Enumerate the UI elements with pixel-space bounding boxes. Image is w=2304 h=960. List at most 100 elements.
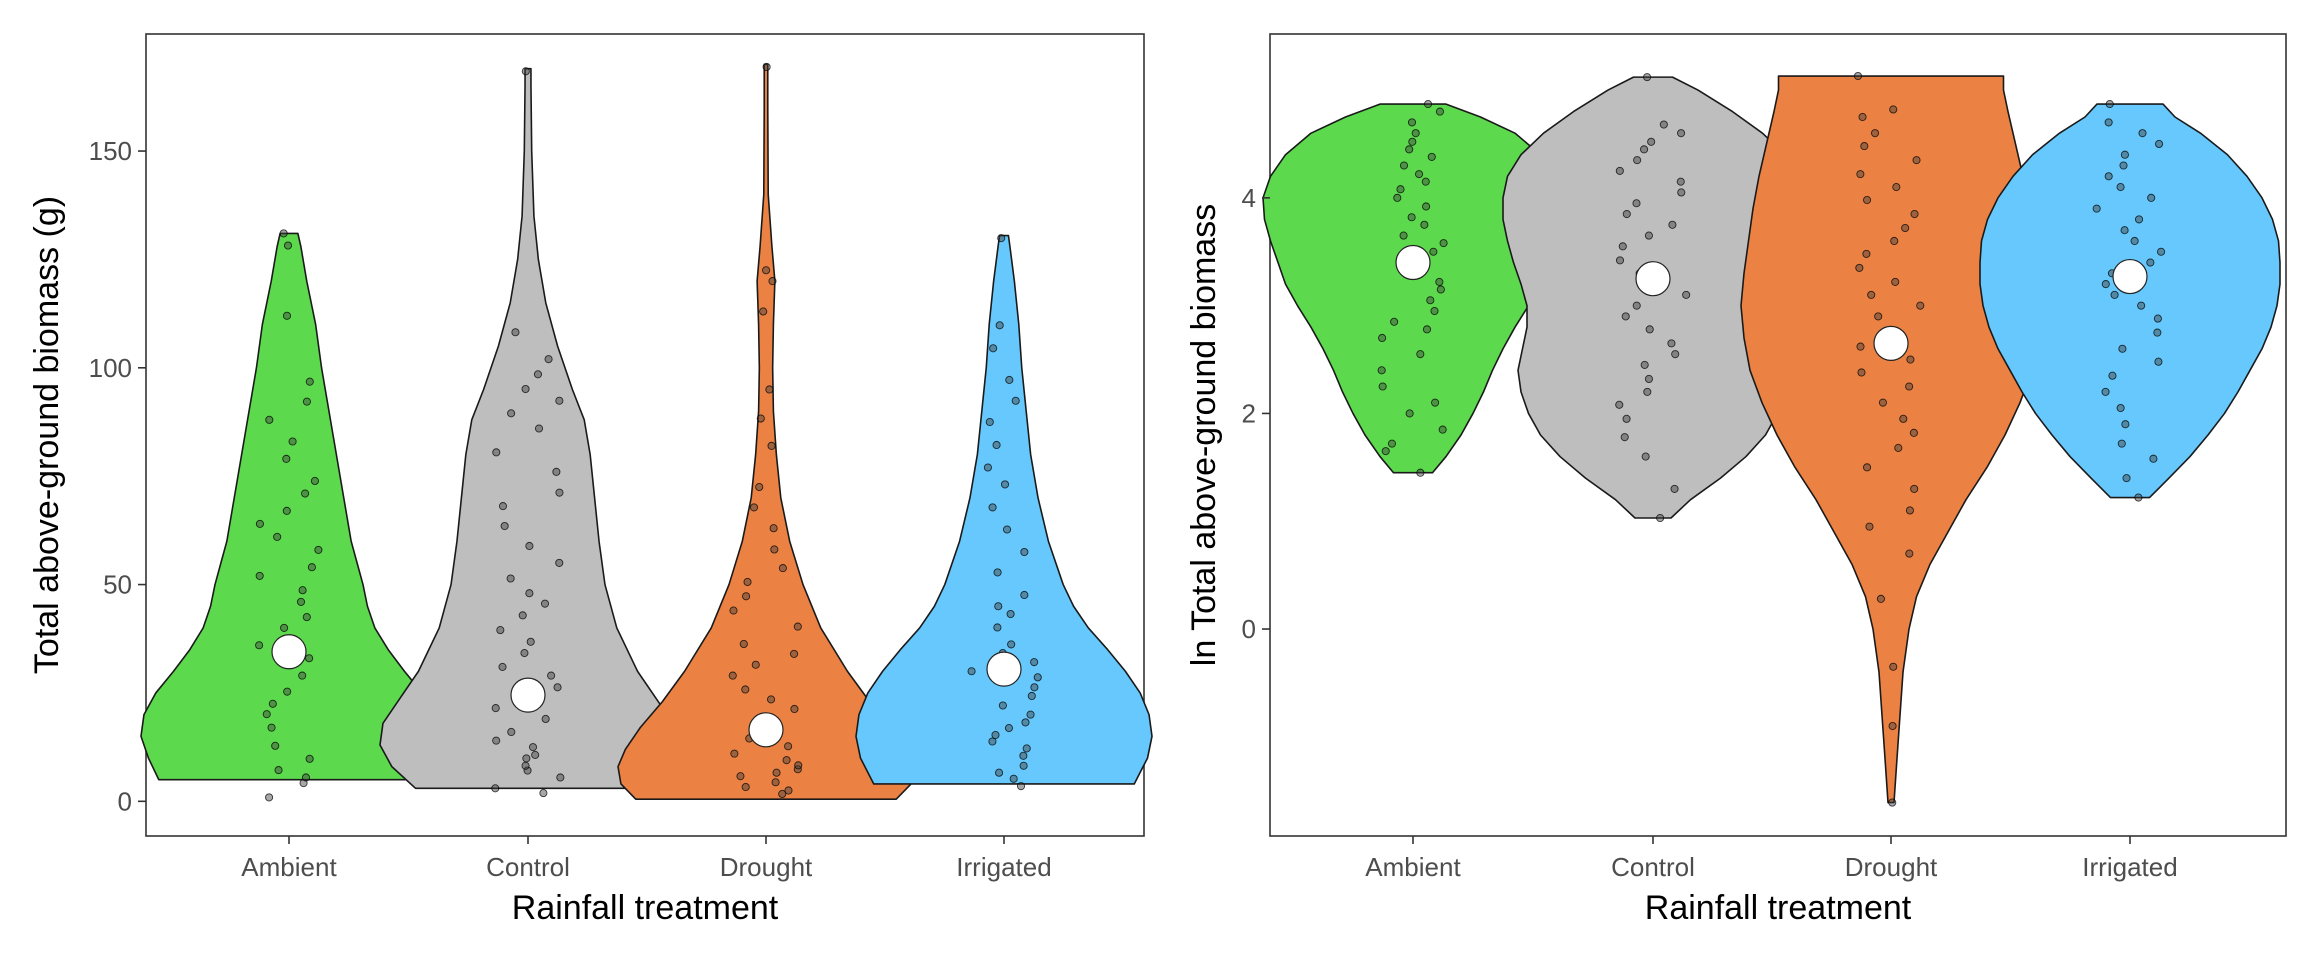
left-point-drought-4 <box>736 772 745 781</box>
right-point-control-12 <box>1621 312 1630 321</box>
right-point-ambient-18 <box>1429 247 1438 256</box>
left-point-drought-26 <box>770 545 779 554</box>
left-point-ambient-18 <box>307 563 316 572</box>
right-x-axis-title: Rainfall treatment <box>1645 889 1912 927</box>
left-point-control-21 <box>525 589 534 598</box>
left-point-drought-3 <box>771 778 780 787</box>
right-point-drought-29 <box>1856 170 1865 179</box>
right-point-control-6 <box>1643 387 1652 396</box>
left-point-ambient-32 <box>279 229 288 238</box>
right-point-irrigated-14 <box>2101 280 2110 289</box>
left-point-irrigated-26 <box>988 503 997 512</box>
right-point-drought-21 <box>1891 277 1900 286</box>
right-point-control-18 <box>1618 242 1627 251</box>
right-point-control-19 <box>1644 231 1653 240</box>
right-point-control-2 <box>1641 452 1650 461</box>
left-point-irrigated-33 <box>989 344 998 353</box>
right-point-irrigated-5 <box>2116 403 2125 413</box>
left-point-irrigated-8 <box>1004 724 1014 733</box>
left-point-ambient-30 <box>282 311 292 320</box>
right-point-ambient-27 <box>1415 170 1424 179</box>
right-point-drought-4 <box>1905 549 1914 558</box>
right-point-irrigated-22 <box>2147 193 2156 202</box>
right-point-drought-27 <box>1863 195 1872 205</box>
right-x-tick-label-drought: Drought <box>1845 852 1938 882</box>
left-point-ambient-9 <box>283 687 292 696</box>
right-point-irrigated-29 <box>2104 118 2113 127</box>
left-point-drought-17 <box>728 671 737 680</box>
right-point-control-28 <box>1647 137 1656 146</box>
left-violin-control <box>379 67 677 790</box>
left-point-control-19 <box>518 611 527 620</box>
left-point-control-23 <box>555 558 564 567</box>
left-point-control-22 <box>506 574 515 583</box>
left-point-drought-24 <box>743 577 752 587</box>
left-point-irrigated-30 <box>985 417 994 427</box>
right-point-drought-33 <box>1858 112 1867 122</box>
left-x-axis-title: Rainfall treatment <box>512 889 779 927</box>
left-point-control-27 <box>555 488 564 497</box>
right-mean-marker-ambient <box>1395 244 1431 281</box>
right-y-tick-label-4: 4 <box>1242 183 1256 213</box>
left-point-control-14 <box>547 671 556 680</box>
right-point-ambient-7 <box>1377 366 1386 375</box>
right-point-ambient-33 <box>1407 118 1417 127</box>
left-y-tick-label-100: 100 <box>89 353 132 383</box>
right-point-ambient-12 <box>1430 306 1439 316</box>
left-mean-marker-drought <box>748 712 784 748</box>
right-point-drought-9 <box>1894 443 1903 452</box>
left-point-drought-14 <box>790 704 799 714</box>
left-point-drought-5 <box>772 768 781 777</box>
left-point-drought-28 <box>749 503 759 512</box>
right-point-ambient-20 <box>1399 231 1408 240</box>
left-point-irrigated-1 <box>1009 774 1018 783</box>
left-x-tick-label-drought: Drought <box>720 852 813 882</box>
left-point-irrigated-4 <box>1019 751 1028 760</box>
left-violin-panel: 0 50 100 150 Ambient Control Drought Irrigated… <box>28 33 1153 927</box>
left-point-control-11 <box>491 704 500 713</box>
right-x-tick-label-control: Control <box>1611 852 1695 882</box>
right-point-drought-26 <box>1910 209 1919 219</box>
left-point-control-6 <box>531 750 540 759</box>
right-point-drought-1 <box>1888 722 1897 731</box>
right-point-ambient-13 <box>1426 296 1435 305</box>
left-point-ambient-22 <box>282 506 291 515</box>
left-mean-marker-control <box>510 677 546 713</box>
left-point-irrigated-24 <box>1020 548 1029 557</box>
left-x-tick-label-ambient: Ambient <box>241 852 337 882</box>
left-point-drought-35 <box>762 266 771 275</box>
right-point-irrigated-18 <box>2130 236 2139 246</box>
right-point-ambient-31 <box>1408 137 1417 146</box>
left-plot-marks <box>140 62 1153 802</box>
right-point-control-21 <box>1622 209 1631 219</box>
right-point-control-13 <box>1632 301 1641 310</box>
right-point-ambient-23 <box>1422 202 1431 211</box>
right-point-ambient-5 <box>1431 398 1440 407</box>
left-point-control-17 <box>526 637 535 646</box>
left-point-drought-32 <box>765 385 774 394</box>
left-point-control-26 <box>498 502 508 511</box>
left-point-irrigated-31 <box>1011 396 1020 405</box>
left-point-irrigated-10 <box>1026 710 1035 719</box>
right-y-axis-title: ln Total above-ground biomass <box>1185 204 1223 666</box>
left-point-control-15 <box>498 662 507 671</box>
left-point-control-16 <box>520 649 529 658</box>
right-point-drought-12 <box>1878 398 1887 407</box>
left-point-ambient-20 <box>273 532 282 541</box>
right-point-ambient-35 <box>1424 100 1433 109</box>
left-y-axis-title: Total above-ground biomass (g) <box>28 196 66 674</box>
right-violin-ambient <box>1262 103 1564 474</box>
left-point-ambient-7 <box>262 710 271 719</box>
left-point-ambient-10 <box>298 671 307 680</box>
left-point-irrigated-34 <box>995 321 1004 330</box>
right-y-tick-label-2: 2 <box>1242 398 1256 428</box>
right-point-irrigated-7 <box>2108 371 2117 380</box>
left-x-tick-label-irrigated: Irrigated <box>956 852 1051 882</box>
right-point-ambient-15 <box>1435 277 1444 286</box>
right-point-drought-7 <box>1910 484 1919 493</box>
right-point-irrigated-19 <box>2120 226 2129 235</box>
right-point-drought-0 <box>1888 798 1897 807</box>
right-point-drought-6 <box>1905 506 1914 515</box>
right-point-control-7 <box>1644 374 1653 384</box>
left-point-control-10 <box>541 714 550 724</box>
